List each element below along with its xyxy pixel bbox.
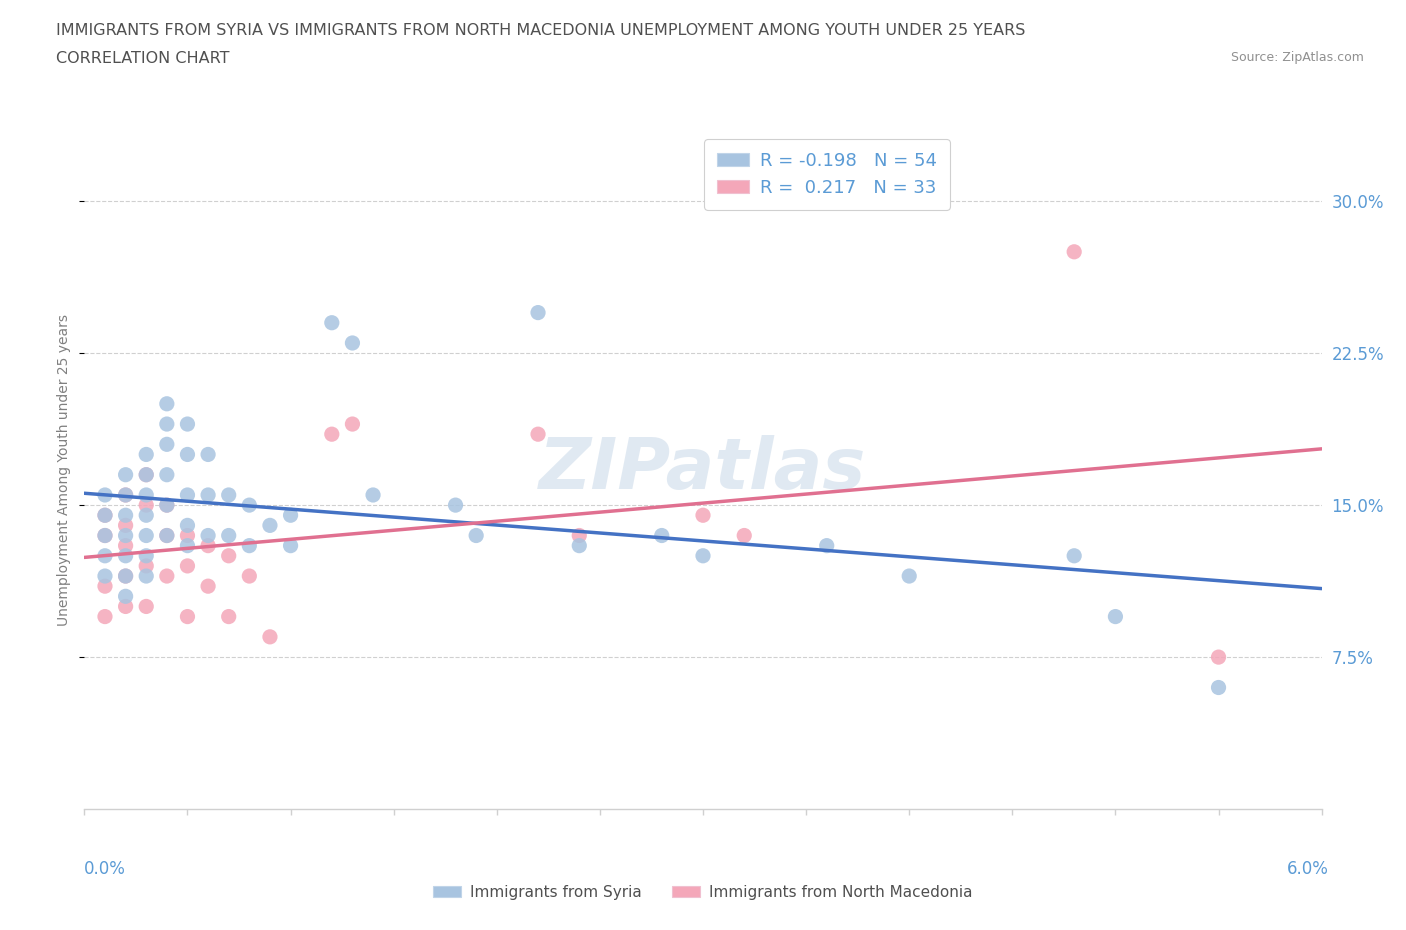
Point	[197, 578, 219, 593]
Point	[176, 559, 198, 574]
Point	[135, 498, 157, 512]
Point	[218, 487, 240, 502]
Point	[259, 630, 281, 644]
Point	[898, 568, 921, 583]
Point	[815, 538, 838, 553]
Text: Source: ZipAtlas.com: Source: ZipAtlas.com	[1230, 51, 1364, 64]
Point	[218, 549, 240, 564]
Point	[733, 528, 755, 543]
Point	[114, 599, 136, 614]
Point	[238, 498, 260, 512]
Point	[238, 538, 260, 553]
Y-axis label: Unemployment Among Youth under 25 years: Unemployment Among Youth under 25 years	[56, 313, 70, 626]
Point	[94, 487, 117, 502]
Point	[135, 487, 157, 502]
Point	[156, 467, 179, 482]
Point	[1063, 245, 1085, 259]
Point	[94, 528, 117, 543]
Point	[94, 578, 117, 593]
Point	[135, 467, 157, 482]
Point	[1104, 609, 1126, 624]
Point	[94, 609, 117, 624]
Text: 6.0%: 6.0%	[1286, 860, 1329, 878]
Point	[527, 305, 550, 320]
Point	[114, 467, 136, 482]
Point	[568, 538, 591, 553]
Point	[114, 589, 136, 604]
Point	[156, 498, 179, 512]
Point	[135, 508, 157, 523]
Point	[114, 487, 136, 502]
Point	[114, 528, 136, 543]
Point	[444, 498, 467, 512]
Point	[361, 487, 384, 502]
Point	[114, 518, 136, 533]
Point	[135, 599, 157, 614]
Point	[527, 427, 550, 442]
Point	[176, 609, 198, 624]
Point	[197, 528, 219, 543]
Point	[176, 417, 198, 432]
Point	[156, 498, 179, 512]
Point	[94, 549, 117, 564]
Point	[197, 538, 219, 553]
Text: CORRELATION CHART: CORRELATION CHART	[56, 51, 229, 66]
Point	[1063, 549, 1085, 564]
Point	[156, 417, 179, 432]
Point	[94, 568, 117, 583]
Point	[156, 528, 179, 543]
Point	[280, 508, 302, 523]
Point	[135, 447, 157, 462]
Point	[1208, 680, 1230, 695]
Point	[218, 609, 240, 624]
Point	[176, 528, 198, 543]
Point	[692, 508, 714, 523]
Point	[218, 528, 240, 543]
Point	[94, 528, 117, 543]
Point	[114, 508, 136, 523]
Point	[176, 518, 198, 533]
Point	[156, 568, 179, 583]
Point	[342, 336, 364, 351]
Point	[135, 528, 157, 543]
Point	[114, 568, 136, 583]
Point	[342, 417, 364, 432]
Point	[238, 568, 260, 583]
Point	[692, 549, 714, 564]
Point	[156, 437, 179, 452]
Point	[197, 447, 219, 462]
Point	[176, 538, 198, 553]
Point	[651, 528, 673, 543]
Point	[176, 447, 198, 462]
Point	[259, 518, 281, 533]
Point	[321, 315, 343, 330]
Point	[280, 538, 302, 553]
Point	[321, 427, 343, 442]
Point	[156, 396, 179, 411]
Point	[176, 487, 198, 502]
Point	[135, 568, 157, 583]
Text: 0.0%: 0.0%	[84, 860, 127, 878]
Point	[135, 549, 157, 564]
Point	[568, 528, 591, 543]
Point	[114, 487, 136, 502]
Point	[1208, 650, 1230, 665]
Point	[465, 528, 488, 543]
Point	[156, 528, 179, 543]
Legend: Immigrants from Syria, Immigrants from North Macedonia: Immigrants from Syria, Immigrants from N…	[427, 879, 979, 906]
Point	[114, 549, 136, 564]
Text: ZIPatlas: ZIPatlas	[540, 435, 866, 504]
Point	[135, 467, 157, 482]
Point	[114, 568, 136, 583]
Point	[94, 508, 117, 523]
Point	[197, 487, 219, 502]
Text: IMMIGRANTS FROM SYRIA VS IMMIGRANTS FROM NORTH MACEDONIA UNEMPLOYMENT AMONG YOUT: IMMIGRANTS FROM SYRIA VS IMMIGRANTS FROM…	[56, 23, 1025, 38]
Point	[114, 538, 136, 553]
Legend: R = -0.198   N = 54, R =  0.217   N = 33: R = -0.198 N = 54, R = 0.217 N = 33	[704, 140, 949, 209]
Point	[135, 559, 157, 574]
Point	[94, 508, 117, 523]
